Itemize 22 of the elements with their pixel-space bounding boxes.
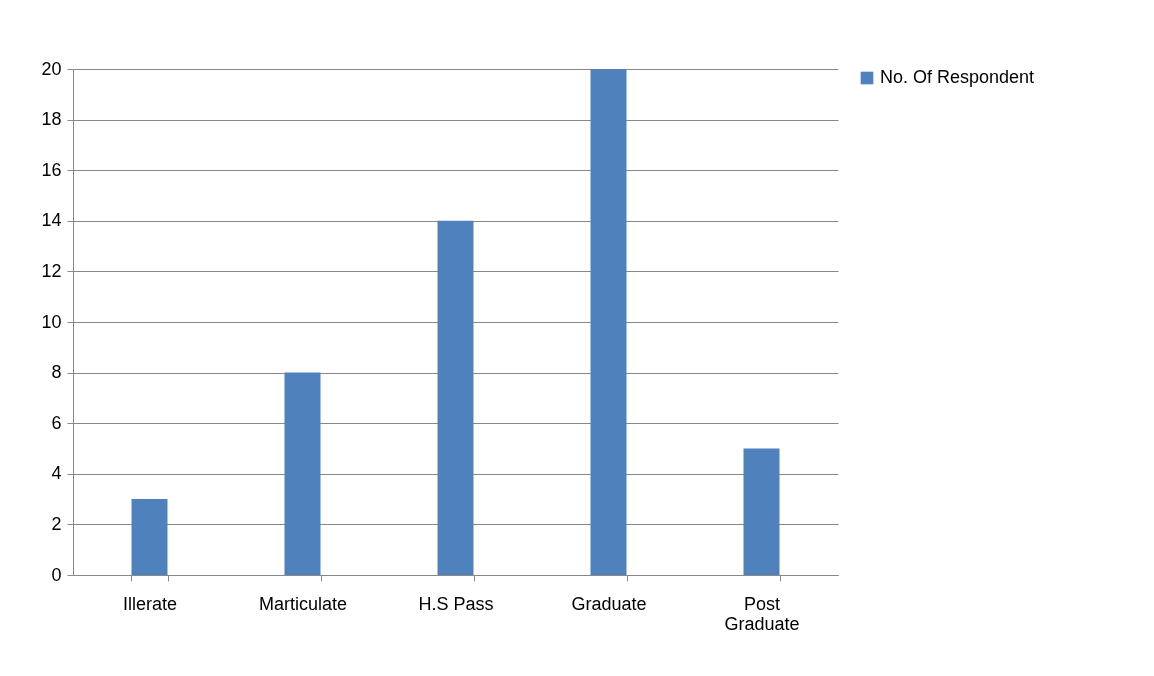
y-tick-label: 2 xyxy=(51,513,62,534)
bar xyxy=(437,220,474,575)
y-tick-label: 12 xyxy=(41,260,62,281)
y-tick-label: 16 xyxy=(41,159,62,180)
x-tick-label: H.S Pass xyxy=(418,593,494,614)
bar xyxy=(284,372,321,575)
bar xyxy=(131,499,168,575)
x-tick-label: Marticulate xyxy=(258,593,348,614)
y-tick-label: 0 xyxy=(51,564,62,585)
x-tick-label: Illerate xyxy=(122,593,178,614)
y-tick-label: 4 xyxy=(51,463,62,484)
y-tick-label: 6 xyxy=(51,412,62,433)
x-tick-label: Graduate xyxy=(571,593,647,614)
y-tick-label: 18 xyxy=(41,109,62,130)
y-tick-label: 10 xyxy=(41,311,62,332)
y-tick-label: 20 xyxy=(41,58,62,79)
y-tick-label: 8 xyxy=(51,362,62,383)
bar xyxy=(590,69,627,575)
x-tick-label: Post Graduate xyxy=(724,593,800,634)
legend-label: No. Of Respondent xyxy=(880,67,1035,87)
bar xyxy=(743,448,780,575)
y-tick-label: 14 xyxy=(41,210,62,231)
